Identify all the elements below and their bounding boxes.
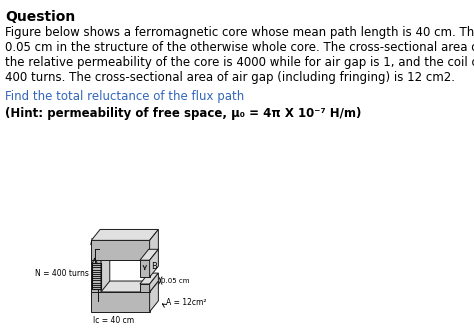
Text: N = 400 turns: N = 400 turns: [35, 268, 89, 278]
Polygon shape: [91, 281, 158, 292]
Text: i: i: [90, 238, 92, 247]
Text: Question: Question: [5, 10, 75, 24]
Polygon shape: [150, 281, 158, 312]
Polygon shape: [101, 249, 110, 292]
Text: 0.05 cm in the structure of the otherwise whole core. The cross-sectional area o: 0.05 cm in the structure of the otherwis…: [5, 41, 474, 54]
Bar: [92, 263, 100, 289]
Text: 400 turns. The cross-sectional area of air gap (including fringing) is 12 cm2.: 400 turns. The cross-sectional area of a…: [5, 71, 456, 84]
Text: 0.05 cm: 0.05 cm: [161, 277, 190, 284]
Polygon shape: [91, 292, 150, 312]
Polygon shape: [150, 229, 158, 260]
Text: B: B: [152, 262, 157, 271]
Text: Figure below shows a ferromagnetic core whose mean path length is 40 cm. There i: Figure below shows a ferromagnetic core …: [5, 26, 474, 39]
Polygon shape: [91, 249, 110, 260]
Text: A = 12cm²: A = 12cm²: [165, 298, 206, 307]
Polygon shape: [140, 273, 158, 284]
Polygon shape: [150, 249, 158, 277]
Text: Find the total reluctance of the flux path: Find the total reluctance of the flux pa…: [5, 90, 245, 103]
Text: lc = 40 cm: lc = 40 cm: [92, 316, 134, 325]
Polygon shape: [150, 273, 158, 292]
Polygon shape: [140, 260, 150, 277]
Polygon shape: [91, 260, 101, 292]
Polygon shape: [91, 229, 158, 240]
Polygon shape: [91, 240, 150, 260]
Text: the relative permeability of the core is 4000 while for air gap is 1, and the co: the relative permeability of the core is…: [5, 56, 474, 69]
Polygon shape: [140, 284, 150, 292]
Text: (Hint: permeability of free space, μ₀ = 4π X 10⁻⁷ H/m): (Hint: permeability of free space, μ₀ = …: [5, 108, 362, 120]
Polygon shape: [140, 249, 158, 260]
